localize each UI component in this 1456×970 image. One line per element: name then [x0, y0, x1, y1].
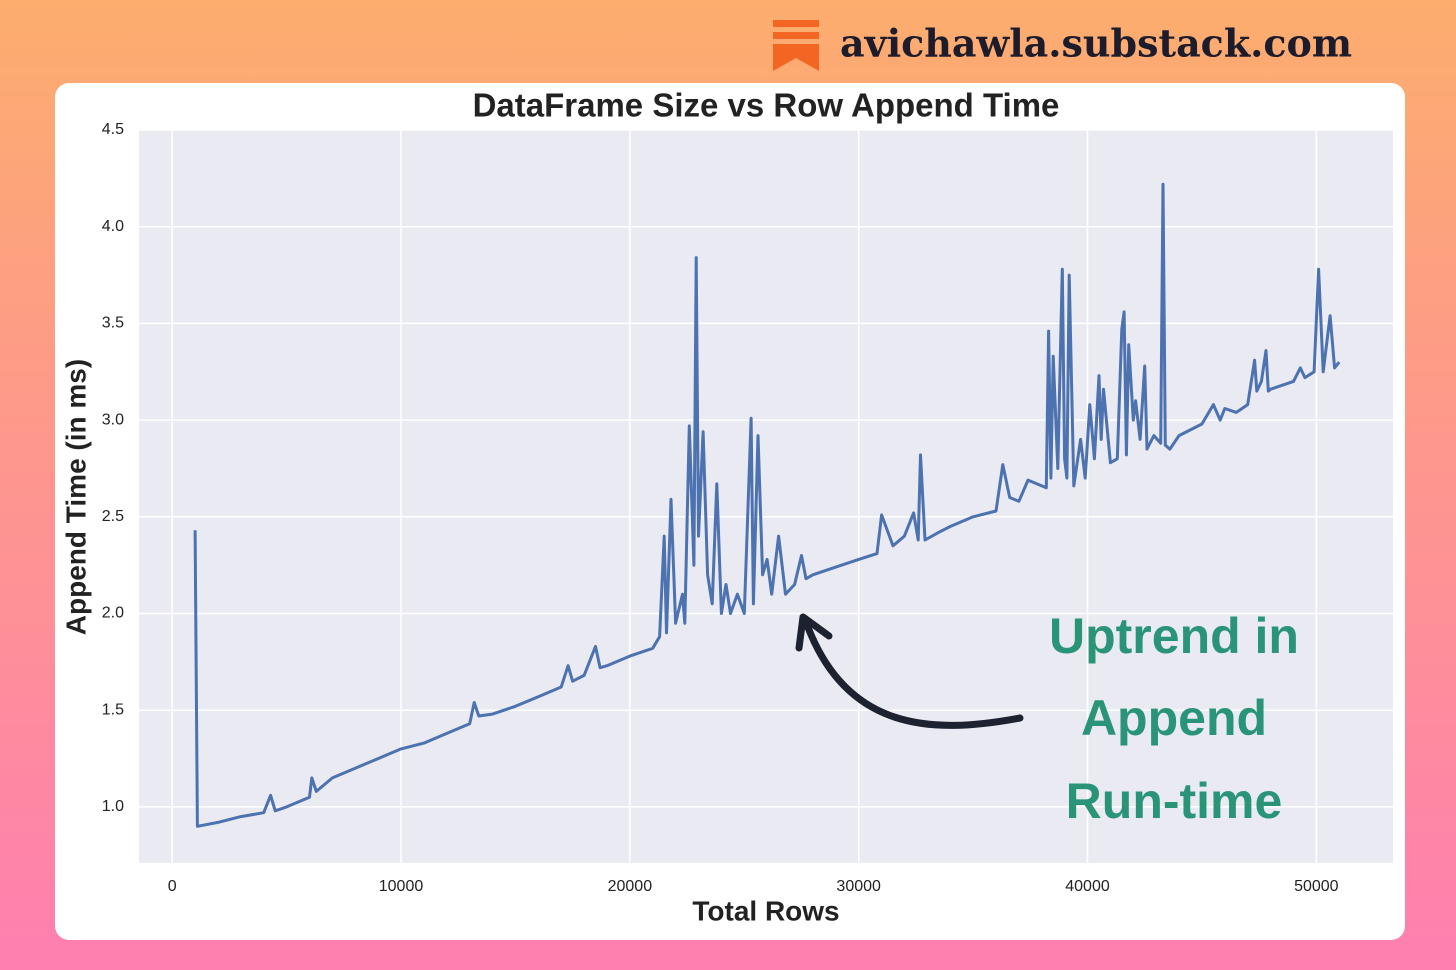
plot-area — [139, 130, 1393, 863]
brand: avichawla.substack.com — [840, 21, 1352, 66]
grid — [139, 129, 1393, 863]
y-tick-label: 2.0 — [102, 605, 124, 622]
y-tick-label: 4.5 — [102, 121, 124, 138]
x-tick-label: 0 — [168, 878, 177, 895]
line — [193, 182, 1341, 828]
brand-icon — [773, 20, 819, 71]
y-tick-label: 4.0 — [102, 218, 124, 235]
annotation-line: Run-time — [1066, 773, 1283, 829]
y-tick-label: 1.5 — [102, 701, 124, 718]
annotation-line: Append — [1081, 690, 1267, 746]
y-tick-label: 3.5 — [102, 315, 124, 332]
x-tick-label: 20000 — [608, 878, 653, 895]
x-tick-label: 40000 — [1065, 878, 1110, 895]
x-tick-label: 30000 — [836, 878, 881, 895]
annotation-line: Uptrend in — [1049, 608, 1299, 664]
x-axis-label: Total Rows — [692, 895, 839, 926]
x-tick-label: 50000 — [1294, 878, 1339, 895]
arrow — [795, 613, 1024, 729]
y-tick-label: 2.5 — [102, 508, 124, 525]
y-tick-label: 1.0 — [102, 798, 124, 815]
chart-title: DataFrame Size vs Row Append Time — [473, 87, 1060, 124]
y-tick-label: 3.0 — [102, 411, 124, 428]
annotation: Uptrend in Append Run-time — [1049, 608, 1299, 829]
y-axis-label: Append Time (in ms) — [60, 359, 91, 635]
marks — [193, 182, 1341, 828]
x-tick-label: 10000 — [379, 878, 424, 895]
